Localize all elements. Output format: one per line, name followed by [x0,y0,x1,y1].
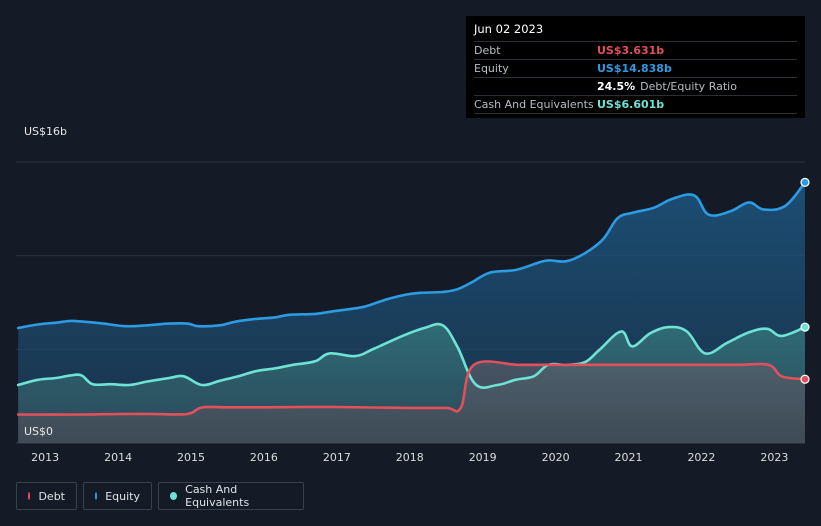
tooltip-equity-label: Equity [474,62,509,75]
tooltip-cash-value: US$6.601b [597,98,665,111]
tooltip-debt-label: Debt [474,44,501,57]
tooltip-equity-value: US$14.838b [597,62,672,75]
legend-debt-label: Debt [38,489,65,503]
y-axis: US$16b US$0 [24,125,67,438]
x-tick-2017: 2017 [323,451,351,464]
equity-line [16,181,807,330]
debt-legend-dot-icon [28,492,31,500]
x-tick-2013: 2013 [31,451,59,464]
tooltip-cash-label: Cash And Equivalents [474,98,594,111]
legend-equity-label: Equity [105,489,140,503]
tooltip-row-debt: Debt US$3.631b [474,41,797,59]
cash-end-marker [800,322,810,332]
y-tick-0: US$0 [24,425,53,438]
x-tick-2014: 2014 [104,451,132,464]
series-lines [16,181,807,416]
tooltip-panel: Jun 02 2023 Debt US$3.631b Equity US$14.… [466,16,805,118]
cash-legend-dot-icon [170,492,178,500]
legend-item-equity[interactable]: Equity [83,482,152,510]
tooltip-ratio-label: Debt/Equity Ratio [640,80,737,93]
y-tick-16: US$16b [24,125,67,138]
debt-end-marker [800,374,810,384]
x-tick-2019: 2019 [469,451,497,464]
tooltip-row-cash: Cash And Equivalents US$6.601b [474,95,797,114]
x-tick-2018: 2018 [396,451,424,464]
tooltip-date: Jun 02 2023 [474,22,544,36]
tooltip-row-ratio: 24.5% Debt/Equity Ratio [474,77,797,95]
series-areas [18,182,805,443]
legend-item-cash[interactable]: Cash And Equivalents [158,482,304,510]
equity-end-marker [800,177,810,187]
legend-cash-label: Cash And Equivalents [185,483,250,509]
endpoint-markers [800,177,810,384]
tooltip-debt-value: US$3.631b [597,44,665,57]
tooltip-ratio-value: 24.5% [597,80,636,93]
debt-line [16,360,807,416]
x-tick-2022: 2022 [687,451,715,464]
cash-line [16,322,807,389]
x-tick-2023: 2023 [760,451,788,464]
x-tick-2021: 2021 [615,451,643,464]
x-axis: 2013 2014 2015 2016 2017 2018 2019 2020 2021 2022… [31,451,788,464]
debt-area [18,361,805,443]
tooltip-row-equity: Equity US$14.838b [474,59,797,77]
x-tick-2020: 2020 [542,451,570,464]
equity-legend-dot-icon [95,492,98,500]
x-tick-2015: 2015 [177,451,205,464]
x-tick-2016: 2016 [250,451,278,464]
legend-item-debt[interactable]: Debt [16,482,77,510]
